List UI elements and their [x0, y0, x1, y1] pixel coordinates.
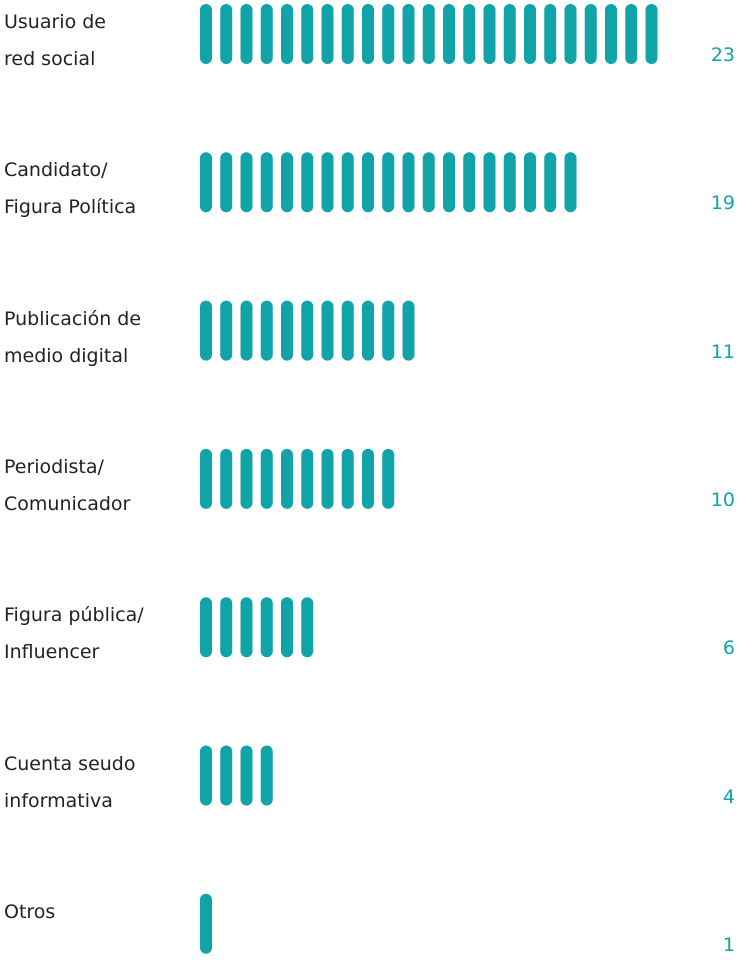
unit: [260, 745, 273, 806]
unit: [625, 4, 638, 64]
pictogram-bar: [200, 597, 314, 658]
unit: [200, 4, 212, 64]
unit: [605, 4, 617, 64]
value-label: 1: [722, 933, 735, 956]
unit: [240, 597, 253, 658]
unit: [301, 4, 314, 64]
unit: [524, 152, 536, 213]
unit: [301, 300, 314, 361]
unit: [220, 4, 233, 64]
unit: [382, 152, 395, 213]
unit: [443, 4, 455, 64]
category-label: Publicación de medio digital: [4, 307, 142, 367]
unit: [584, 4, 597, 64]
unit: [200, 893, 212, 954]
unit: [503, 4, 516, 64]
unit: [564, 4, 577, 64]
unit: [503, 152, 516, 213]
unit: [200, 152, 212, 213]
unit: [200, 300, 212, 361]
unit: [463, 4, 476, 64]
unit: [544, 4, 557, 64]
unit: [220, 745, 233, 806]
unit: [321, 448, 334, 509]
unit: [301, 152, 314, 213]
unit: [240, 4, 253, 64]
unit: [382, 300, 395, 361]
unit: [260, 152, 273, 213]
unit: [260, 448, 273, 509]
unit: [240, 448, 253, 509]
pictogram-bar: [200, 893, 212, 954]
category-label: Otros: [4, 900, 56, 923]
unit: [260, 4, 273, 64]
unit: [240, 300, 253, 361]
unit: [362, 152, 374, 213]
unit: [321, 4, 334, 64]
unit: [422, 4, 435, 64]
unit: [483, 152, 496, 213]
category-label: Usuario de red social: [4, 11, 106, 70]
unit: [362, 448, 374, 509]
value-label: 10: [710, 488, 735, 511]
pictogram-bar: [200, 152, 577, 213]
unit: [422, 152, 435, 213]
category-label: Figura pública/ Influencer: [4, 604, 144, 664]
unit: [382, 4, 395, 64]
unit: [200, 597, 212, 658]
unit: [402, 152, 415, 213]
unit: [220, 152, 233, 213]
unit: [281, 152, 293, 213]
unit: [382, 448, 395, 509]
unit: [301, 448, 314, 509]
category-label: Candidato/ Figura Política: [4, 159, 137, 219]
unit: [362, 4, 374, 64]
pictogram-bar: [200, 745, 273, 806]
category-label: Cuenta seudo informativa: [4, 752, 136, 812]
unit: [220, 448, 233, 509]
value-label: 23: [710, 44, 735, 66]
category-label: Periodista/ Comunicador: [4, 455, 131, 515]
unit: [301, 597, 314, 658]
unit: [281, 597, 293, 658]
unit: [645, 4, 658, 64]
unit: [220, 597, 233, 658]
unit: [260, 300, 273, 361]
unit: [200, 745, 212, 806]
unit: [321, 152, 334, 213]
unit: [341, 4, 354, 64]
unit: [362, 300, 374, 361]
unit: [544, 152, 557, 213]
unit: [483, 4, 496, 64]
unit: [341, 300, 354, 361]
unit: [341, 152, 354, 213]
unit: [443, 152, 455, 213]
unit: [402, 300, 415, 361]
unit: [564, 152, 577, 213]
unit: [281, 448, 293, 509]
value-label: 19: [710, 192, 735, 215]
value-label: 4: [722, 785, 735, 808]
unit: [281, 4, 293, 64]
unit: [240, 745, 253, 806]
pictogram-bar: [200, 300, 415, 361]
unit: [524, 4, 536, 64]
pictogram-bar: [200, 4, 658, 64]
unit: [463, 152, 476, 213]
unit: [341, 448, 354, 509]
unit: [220, 300, 233, 361]
unit: [321, 300, 334, 361]
value-label: 11: [710, 340, 735, 363]
value-label: 6: [722, 637, 735, 660]
pictogram-bar: [200, 448, 395, 509]
unit: [260, 597, 273, 658]
unit: [200, 448, 212, 509]
unit: [281, 300, 293, 361]
unit: [240, 152, 253, 213]
unit: [402, 4, 415, 64]
